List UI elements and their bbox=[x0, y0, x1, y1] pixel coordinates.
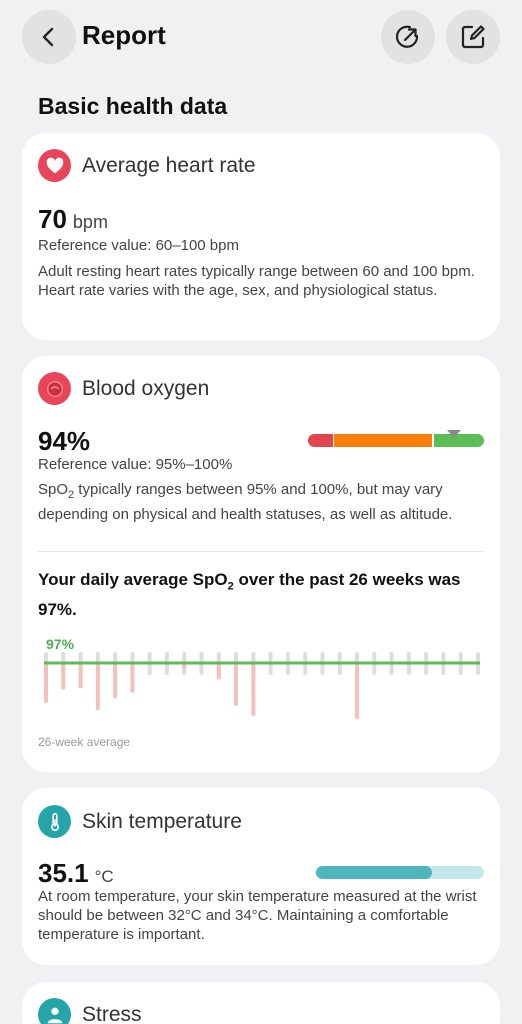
edit-button[interactable] bbox=[446, 10, 500, 64]
blood-oxygen-title: Blood oxygen bbox=[82, 377, 210, 400]
section-title: Basic health data bbox=[38, 93, 228, 119]
blood-oxygen-description: SpO2 typically ranges between 95% and 10… bbox=[38, 481, 453, 523]
blood-oxygen-value: 94% bbox=[38, 426, 91, 456]
edit-icon bbox=[461, 25, 485, 49]
temperature-bar bbox=[316, 866, 484, 879]
scale-low-segment bbox=[308, 434, 333, 447]
chart-caption: 26-week average bbox=[38, 735, 131, 749]
blood-oxygen-reference: Reference value: 95%–100% bbox=[38, 456, 233, 473]
skin-temperature-card[interactable]: Skin temperature 35.1 °C At room temperat… bbox=[22, 788, 500, 965]
chevron-left-icon bbox=[42, 27, 54, 47]
page-title: Report bbox=[82, 20, 166, 50]
skin-temperature-description: At room temperature, your skin temperatu… bbox=[38, 888, 477, 943]
blood-oxygen-card[interactable]: Blood oxygen 94% Reference value: 95%–10… bbox=[22, 356, 500, 772]
heart-icon bbox=[38, 149, 71, 182]
heart-rate-value: 70 bpm bbox=[38, 204, 108, 234]
spo2-chart-svg bbox=[44, 652, 480, 719]
thermometer-icon bbox=[38, 805, 71, 838]
back-button[interactable] bbox=[22, 10, 76, 64]
stress-icon bbox=[38, 998, 71, 1024]
stress-card[interactable]: Stress bbox=[22, 982, 500, 1024]
heart-rate-unit: bpm bbox=[72, 212, 108, 232]
skin-temperature-title: Skin temperature bbox=[82, 810, 242, 833]
heart-rate-title: Average heart rate bbox=[82, 154, 256, 177]
spo2-chart: 97% bbox=[38, 626, 488, 736]
scale-mid-segment bbox=[334, 434, 432, 447]
share-icon bbox=[395, 25, 419, 48]
stress-title: Stress bbox=[82, 1003, 142, 1024]
scale-marker bbox=[447, 430, 461, 438]
heart-rate-card[interactable]: Average heart rate 70 bpm Reference value… bbox=[22, 133, 500, 340]
chart-average-label: 97% bbox=[46, 636, 75, 652]
scale-high-segment bbox=[434, 434, 484, 447]
top-bar: Report bbox=[0, 0, 522, 76]
temperature-bar-fill bbox=[316, 866, 432, 879]
skin-temperature-value: 35.1 °C bbox=[38, 858, 114, 888]
share-button[interactable] bbox=[381, 10, 435, 64]
heart-rate-description: Adult resting heart rates typically rang… bbox=[38, 263, 475, 299]
heart-rate-reference: Reference value: 60–100 bpm bbox=[38, 237, 239, 254]
blood-drop-icon bbox=[38, 372, 71, 405]
divider bbox=[38, 551, 484, 552]
spo2-summary: Your daily average SpO2 over the past 26… bbox=[38, 570, 461, 620]
skin-temperature-unit: °C bbox=[94, 867, 114, 886]
